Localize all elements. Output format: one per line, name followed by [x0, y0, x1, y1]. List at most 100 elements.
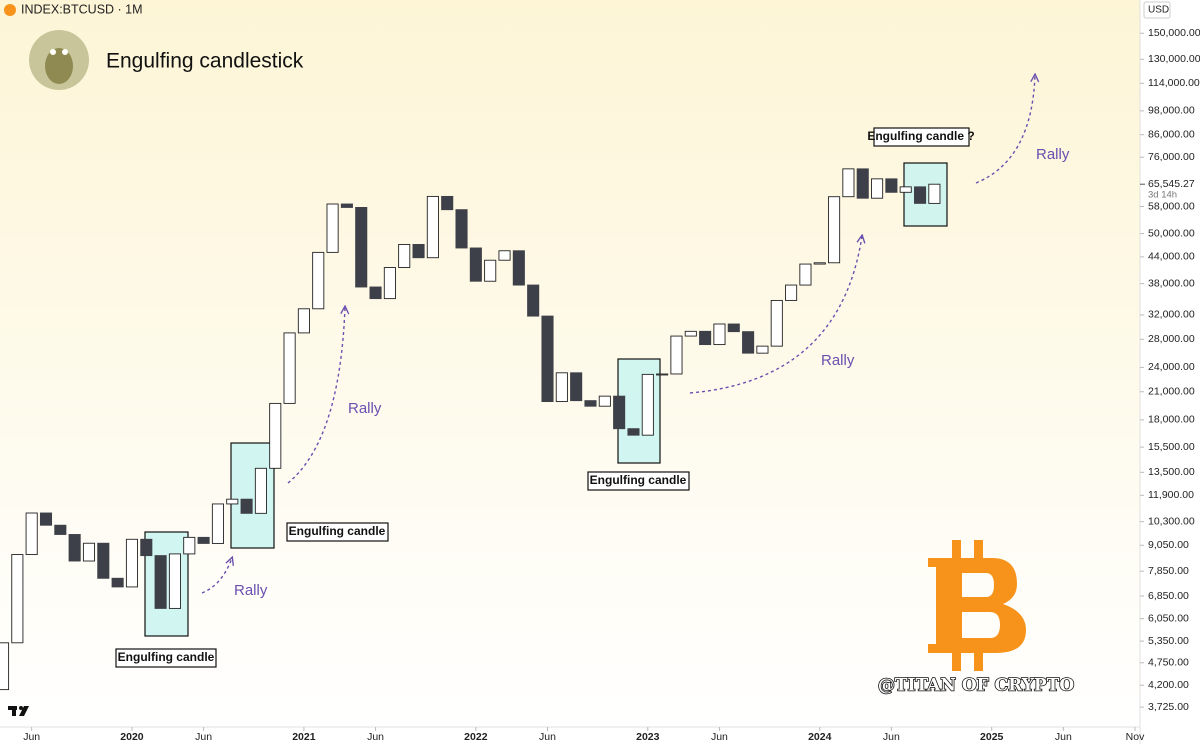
x-tick-label: 2021 [292, 731, 316, 743]
candle-body [340, 203, 353, 208]
candle-body [670, 335, 683, 375]
label-box [873, 127, 970, 147]
candle-body [598, 395, 611, 407]
y-tick-label: 7,850.00 [1148, 565, 1189, 577]
candle-body [297, 308, 310, 334]
candle-body [742, 331, 755, 354]
candle-body [441, 195, 454, 211]
arrow [689, 236, 862, 394]
candles [0, 168, 941, 691]
candle-body [455, 209, 468, 249]
candle-body [355, 207, 368, 288]
candle-body [412, 244, 425, 259]
y-tick-label: 4,750.00 [1148, 657, 1189, 669]
y-tick-label: 11,900.00 [1148, 489, 1194, 501]
y-tick-label: 98,000.00 [1148, 105, 1195, 117]
annotation: Rally [1036, 146, 1070, 163]
annotation: Engulfing candle [590, 473, 687, 487]
candle-body [97, 542, 110, 579]
candle-body [899, 186, 912, 193]
label-box [587, 471, 690, 491]
candle-body [426, 195, 439, 259]
y-tick-label: 44,000.00 [1148, 251, 1195, 263]
candle-body [527, 284, 540, 317]
annotation: Engulfing candle ? [867, 129, 974, 143]
candle-body [369, 286, 382, 300]
candle-body [154, 555, 167, 609]
annotation: Engulfing candle [118, 650, 215, 664]
y-tick-label: 114,000.00 [1148, 77, 1200, 89]
y-tick-label: 38,000.00 [1148, 277, 1195, 289]
candle-body [813, 262, 826, 265]
annotation: Rally [348, 400, 382, 417]
avatar [29, 30, 89, 90]
x-tick-label: 2022 [464, 731, 488, 743]
candle-body [82, 542, 96, 562]
candle-body [914, 186, 927, 204]
y-tick-label: 5,350.00 [1148, 635, 1189, 647]
x-tick-label: 2024 [808, 731, 832, 743]
annotation: Engulfing candle [289, 524, 386, 538]
candle-body [713, 323, 726, 346]
candle-body [125, 538, 139, 588]
candle-body [197, 536, 210, 544]
candle-body [211, 503, 224, 544]
candle-body [0, 642, 10, 691]
y-tick-label: 32,000.00 [1148, 309, 1195, 321]
y-tick-label: 150,000.00 [1148, 27, 1200, 39]
y-tick-label: 9,050.00 [1148, 539, 1189, 551]
annotation: Rally [234, 582, 268, 599]
y-tick-label: 3,725.00 [1148, 701, 1189, 713]
candle-body [584, 400, 597, 407]
x-tick-label: Jun [367, 731, 384, 743]
x-tick-label: Jun [883, 731, 900, 743]
y-tick-label: 130,000.00 [1148, 53, 1200, 65]
tv-logo [8, 706, 29, 716]
candle-body [484, 259, 497, 282]
symbol: INDEX:BTCUSD · 1M [21, 2, 143, 16]
candle-body [828, 196, 841, 264]
last-price: 65,545.27 [1148, 178, 1195, 190]
x-axis: Jun 2020 Jun 2021 Jun 2022 Jun 2023 Jun 2024 Jun 20… [23, 727, 1145, 743]
candle-body [326, 203, 339, 253]
y-tick-label: 86,000.00 [1148, 128, 1195, 140]
chart-title: Engulfing candlestick [106, 50, 304, 73]
candle-body [383, 267, 396, 300]
x-tick-label: Jun [711, 731, 728, 743]
candle-body [312, 251, 325, 310]
candle-body [168, 553, 181, 609]
x-tick-label: 2023 [636, 731, 660, 743]
arrow [975, 75, 1035, 184]
candle-body [541, 315, 554, 403]
y-axis: 150,000.00 130,000.00 114,000.00 98,000.00 8… [1140, 27, 1200, 713]
candle-body [469, 247, 482, 282]
candle-body [68, 534, 81, 562]
y-tick-label: 13,500.00 [1148, 466, 1195, 478]
candle-body [183, 536, 196, 555]
x-tick-label: 2020 [120, 731, 144, 743]
x-tick-label: Jun [1055, 731, 1072, 743]
candle-body [25, 512, 38, 555]
highlight-boxes [144, 162, 948, 637]
y-tick-label: 76,000.00 [1148, 151, 1195, 163]
candle-body [240, 498, 253, 514]
candle-body [871, 178, 884, 199]
rally-arrows [201, 75, 1035, 594]
candle-body [770, 299, 783, 347]
countdown: 3d 14h [1148, 190, 1177, 201]
y-tick-label: 21,000.00 [1148, 386, 1195, 398]
axis-background [0, 727, 1140, 744]
x-tick-label: Nov [1126, 731, 1145, 743]
arrow [201, 558, 232, 594]
candle-body [254, 467, 267, 514]
candle-body [140, 538, 153, 557]
bitcoin-logo [928, 540, 1026, 671]
y-tick-label: 4,200.00 [1148, 679, 1189, 691]
candle-body [641, 373, 654, 436]
candle-body [856, 168, 869, 199]
candle-body [283, 332, 296, 404]
candle-body [656, 373, 669, 376]
y-tick-label: 10,300.00 [1148, 515, 1195, 527]
